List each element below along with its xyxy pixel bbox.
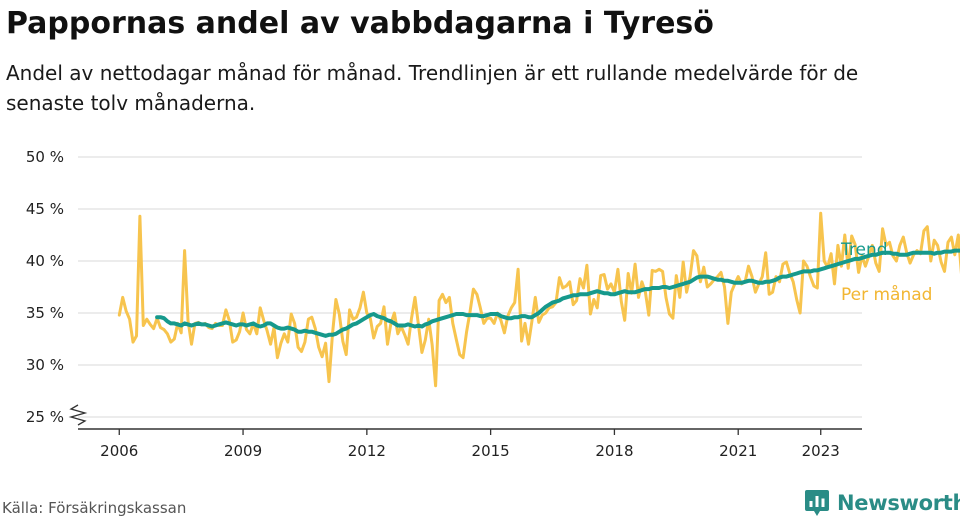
monthly-series-label: Per månad	[841, 284, 932, 305]
x-tick-label: 2006	[100, 442, 138, 460]
x-tick-label: 2009	[224, 442, 262, 460]
y-tick-label: 30 %	[26, 356, 64, 374]
y-tick-label: 25 %	[26, 408, 64, 426]
x-tick-label: 2012	[348, 442, 386, 460]
series-labels: Trend Per månad	[840, 240, 932, 305]
trend-series-label: Trend	[840, 240, 888, 260]
chart-subtitle: Andel av nettodagar månad för månad. Tre…	[6, 61, 859, 115]
y-tick-label: 35 %	[26, 304, 64, 322]
x-axis: 2006 2009 2012 2015 2018 2021 2023	[78, 428, 862, 460]
monthly-series-line	[117, 211, 960, 388]
chart-title: Pappornas andel av vabbdagarna i Tyresö	[6, 6, 714, 41]
y-tick-label: 40 %	[26, 252, 64, 270]
axis-break-icon	[68, 404, 88, 426]
y-tick-label: 50 %	[26, 148, 64, 166]
trend-series-line	[155, 248, 960, 338]
x-tick-label: 2018	[595, 442, 633, 460]
source-note: Källa: Försäkringskassan	[2, 499, 187, 517]
x-tick-label: 2021	[719, 442, 757, 460]
y-tick-label: 45 %	[26, 200, 64, 218]
x-tick-label: 2015	[472, 442, 510, 460]
x-tick-label: 2023	[802, 442, 840, 460]
y-axis: 25 % 30 % 35 % 40 % 45 % 50 %	[26, 148, 88, 426]
newsworthy-logo-icon	[805, 490, 829, 516]
series-lines	[117, 211, 960, 388]
brand-name: Newsworthy	[837, 491, 960, 515]
brand-logo[interactable]: Newsworthy	[804, 486, 960, 520]
grid-lines	[78, 156, 862, 418]
